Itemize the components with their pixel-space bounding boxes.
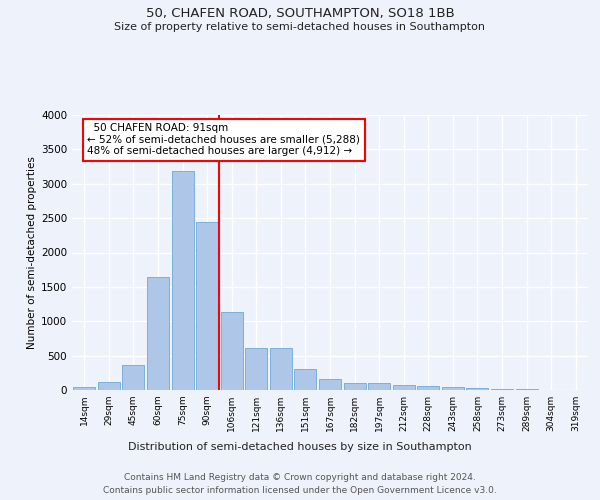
Bar	[122, 364, 145, 390]
Bar	[442, 388, 464, 390]
Bar	[172, 172, 194, 390]
Text: Size of property relative to semi-detached houses in Southampton: Size of property relative to semi-detach…	[115, 22, 485, 32]
Bar	[368, 384, 390, 390]
Bar	[491, 389, 513, 390]
Bar	[270, 348, 292, 390]
Bar	[73, 386, 95, 390]
Bar	[245, 348, 268, 390]
Bar	[319, 380, 341, 390]
Bar	[417, 386, 439, 390]
Bar	[466, 388, 488, 390]
Bar	[196, 222, 218, 390]
Bar	[392, 386, 415, 390]
Y-axis label: Number of semi-detached properties: Number of semi-detached properties	[27, 156, 37, 349]
Bar	[221, 312, 243, 390]
Text: Contains HM Land Registry data © Crown copyright and database right 2024.: Contains HM Land Registry data © Crown c…	[124, 472, 476, 482]
Text: Contains public sector information licensed under the Open Government Licence v3: Contains public sector information licen…	[103, 486, 497, 495]
Bar	[147, 277, 169, 390]
Bar	[98, 382, 120, 390]
Text: 50, CHAFEN ROAD, SOUTHAMPTON, SO18 1BB: 50, CHAFEN ROAD, SOUTHAMPTON, SO18 1BB	[146, 8, 454, 20]
Text: Distribution of semi-detached houses by size in Southampton: Distribution of semi-detached houses by …	[128, 442, 472, 452]
Bar	[295, 369, 316, 390]
Text: 50 CHAFEN ROAD: 91sqm  
← 52% of semi-detached houses are smaller (5,288)
48% of: 50 CHAFEN ROAD: 91sqm ← 52% of semi-deta…	[88, 123, 361, 156]
Bar	[344, 384, 365, 390]
